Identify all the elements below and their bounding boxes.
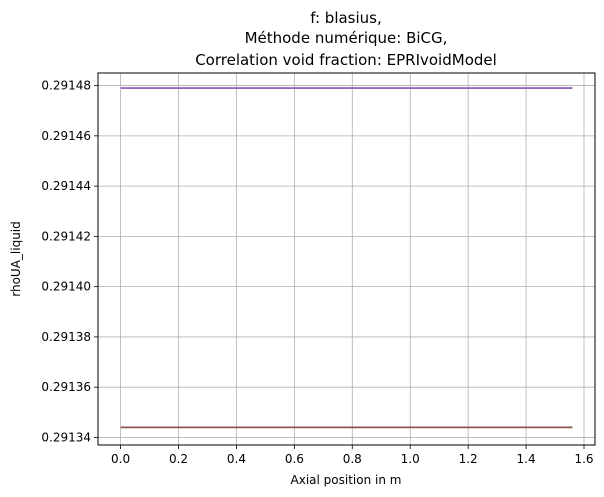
chart-title-line-3: Correlation void fraction: EPRIvoidModel bbox=[195, 51, 497, 69]
grid-lines bbox=[98, 73, 595, 445]
x-axis-label: Axial position in m bbox=[291, 473, 402, 487]
x-tick-label: 1.0 bbox=[401, 452, 420, 466]
x-axis-ticks: 0.0 0.2 0.4 0.6 0.8 1.0 1.2 1.4 1.6 bbox=[111, 445, 594, 466]
y-tick-label: 0.29146 bbox=[41, 129, 91, 143]
y-tick-label: 0.29144 bbox=[41, 179, 91, 193]
y-axis-label: rhoUA_liquid bbox=[9, 221, 23, 297]
y-tick-label: 0.29134 bbox=[41, 430, 91, 444]
x-tick-label: 1.6 bbox=[574, 452, 593, 466]
x-tick-label: 0.4 bbox=[227, 452, 246, 466]
x-tick-label: 0.2 bbox=[169, 452, 188, 466]
series-lines bbox=[120, 87, 573, 429]
y-tick-label: 0.29136 bbox=[41, 380, 91, 394]
y-tick-label: 0.29142 bbox=[41, 229, 91, 243]
x-tick-label: 1.2 bbox=[459, 452, 478, 466]
y-tick-label: 0.29148 bbox=[41, 79, 91, 93]
chart-title-line-1: f: blasius, bbox=[310, 9, 382, 27]
x-tick-label: 0.0 bbox=[111, 452, 130, 466]
y-tick-label: 0.29140 bbox=[41, 280, 91, 294]
x-tick-label: 0.6 bbox=[285, 452, 304, 466]
x-tick-label: 1.4 bbox=[517, 452, 536, 466]
plot-area-frame bbox=[97, 72, 596, 446]
x-tick-label: 0.8 bbox=[343, 452, 362, 466]
chart-title-line-2: Méthode numérique: BiCG, bbox=[245, 29, 448, 47]
y-tick-label: 0.29138 bbox=[41, 330, 91, 344]
y-axis-ticks: 0.29134 0.29136 0.29138 0.29140 0.29142 0.291… bbox=[41, 79, 98, 444]
